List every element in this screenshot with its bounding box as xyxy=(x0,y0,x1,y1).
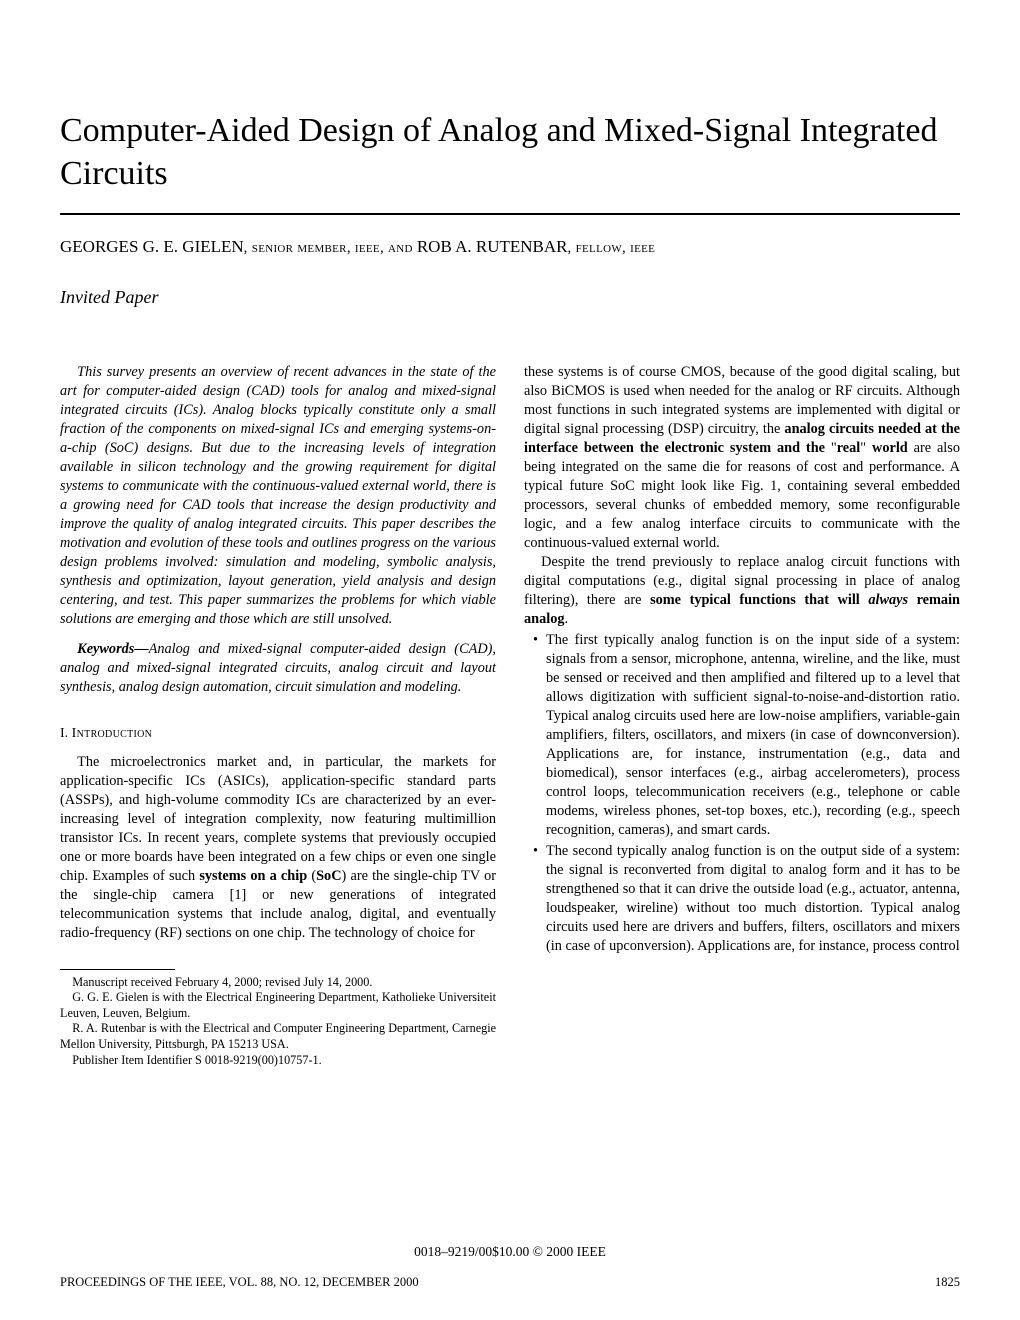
bullet-item-2: • The second typically analog function i… xyxy=(524,842,960,956)
column-right: these systems is of course CMOS, because… xyxy=(524,363,960,1068)
section-1-title: Introduction xyxy=(72,726,152,741)
footnote-rule xyxy=(60,969,175,970)
paper-title: Computer-Aided Design of Analog and Mixe… xyxy=(60,110,960,195)
abstract-text: This survey presents an overview of rece… xyxy=(60,363,496,629)
author-2-name: ROB A. RUTENBAR xyxy=(417,237,568,256)
keywords-text: Keywords—Analog and mixed-signal compute… xyxy=(60,640,496,697)
author-1-grade: , senior member, ieee, xyxy=(244,240,388,256)
author-line: GEORGES G. E. GIELEN, senior member, iee… xyxy=(60,237,960,257)
bullet-1-text: The first typically analog function is o… xyxy=(546,631,960,840)
section-1-number: I. xyxy=(60,726,68,741)
invited-paper-label: Invited Paper xyxy=(60,287,960,308)
bullet-item-1: • The first typically analog function is… xyxy=(524,631,960,840)
running-journal: PROCEEDINGS OF THE IEEE, VOL. 88, NO. 12… xyxy=(60,1275,419,1290)
title-rule xyxy=(60,213,960,215)
bullet-2-text: The second typically analog function is … xyxy=(546,842,960,956)
two-column-body: This survey presents an overview of rece… xyxy=(60,363,960,1068)
footnote-affiliation-2: R. A. Rutenbar is with the Electrical an… xyxy=(60,1021,496,1052)
page-number: 1825 xyxy=(935,1275,960,1290)
running-footer: PROCEEDINGS OF THE IEEE, VOL. 88, NO. 12… xyxy=(60,1275,960,1290)
section-1-heading: I. Introduction xyxy=(60,725,496,744)
copyright-line: 0018–9219/00$10.00 © 2000 IEEE xyxy=(0,1244,1020,1260)
intro-paragraph-1: The microelectronics market and, in part… xyxy=(60,753,496,943)
bullet-dot-icon: • xyxy=(524,842,546,956)
col2-paragraph-2: Despite the trend previously to replace … xyxy=(524,553,960,629)
footnote-affiliation-1: G. G. E. Gielen is with the Electrical E… xyxy=(60,990,496,1021)
bullet-dot-icon: • xyxy=(524,631,546,840)
footnote-manuscript: Manuscript received February 4, 2000; re… xyxy=(60,975,496,991)
col2-paragraph-1: these systems is of course CMOS, because… xyxy=(524,363,960,553)
column-left: This survey presents an overview of rece… xyxy=(60,363,496,1068)
author-2-grade: , fellow, ieee xyxy=(568,240,656,256)
keywords-label: Keywords— xyxy=(77,641,149,657)
authors-and: and xyxy=(388,240,417,256)
footnote-pii: Publisher Item Identifier S 0018-9219(00… xyxy=(60,1053,496,1069)
author-1-name: GEORGES G. E. GIELEN xyxy=(60,237,244,256)
